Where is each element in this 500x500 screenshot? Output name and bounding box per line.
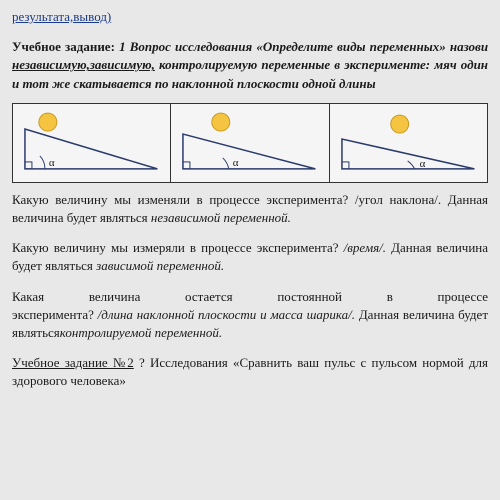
answer3: Какая величина остается постоянной в про…: [12, 288, 488, 343]
q1-hint: /угол наклона/.: [355, 192, 441, 207]
diagram-1: α: [13, 104, 171, 182]
q2-hint: /время/.: [344, 240, 386, 255]
task1-label: Учебное задание:: [12, 39, 115, 54]
ball-icon: [212, 113, 230, 131]
q3-question2: эксперимента?: [12, 307, 94, 322]
q2-question: Какую величину мы измеряли в процессе эк…: [12, 240, 339, 255]
q3-w5: в: [387, 289, 393, 304]
task1-num: 1: [119, 39, 126, 54]
ball-icon: [390, 115, 408, 133]
q3-w6: процессе: [438, 289, 488, 304]
task1-qtitle: «Определите виды переменных»: [256, 39, 445, 54]
q3-w2: величина: [89, 289, 141, 304]
diagram-2: α: [171, 104, 329, 182]
task1-instr2: контролируемую переменные в эксперименте…: [159, 57, 430, 72]
answer2: Какую величину мы измеряли в процессе эк…: [12, 239, 488, 275]
ball-icon: [39, 113, 57, 131]
q2-vartype: зависимой переменной.: [96, 258, 224, 273]
diagram-3: α: [330, 104, 487, 182]
q1-question: Какую величину мы изменяли в процессе эк…: [12, 192, 348, 207]
answer1: Какую величину мы изменяли в процессе эк…: [12, 191, 488, 227]
task2-label: Учебное задание №2: [12, 355, 134, 370]
q3-vartype: контролируемой переменной.: [60, 325, 222, 340]
angle-label: α: [419, 158, 425, 170]
task1-instr1: назови: [450, 39, 488, 54]
task1-qlabel: Вопрос исследования: [130, 39, 253, 54]
q3-w3: остается: [185, 289, 233, 304]
q1-vartype: независимой переменной.: [151, 210, 291, 225]
q3-w4: постоянной: [277, 289, 342, 304]
angle-label: α: [49, 157, 55, 169]
task1-block: Учебное задание: 1 Вопрос исследования «…: [12, 38, 488, 93]
angle-label: α: [233, 157, 239, 169]
q3-hint: /длина наклонной плоскости и масса шарик…: [98, 307, 355, 322]
header-link: результата,вывод): [12, 8, 488, 26]
task2-q: ?: [139, 355, 145, 370]
task2-block: Учебное задание №2 ? Исследования «Сравн…: [12, 354, 488, 390]
q3-w1: Какая: [12, 289, 44, 304]
task1-vars: независимую,зависимую,: [12, 57, 155, 72]
diagram-row: α α α: [12, 103, 488, 183]
